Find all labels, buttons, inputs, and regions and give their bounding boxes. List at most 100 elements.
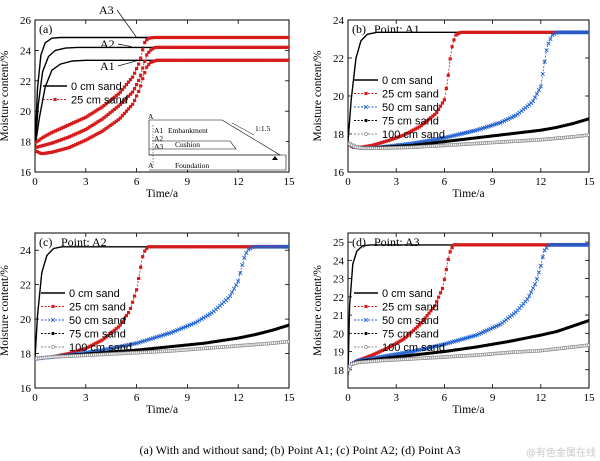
data-point bbox=[102, 128, 106, 132]
data-point bbox=[137, 276, 141, 281]
data-point bbox=[534, 276, 540, 282]
data-point bbox=[489, 243, 493, 247]
data-point bbox=[124, 96, 129, 100]
data-point bbox=[543, 243, 547, 247]
data-point bbox=[193, 58, 198, 62]
data-point bbox=[173, 245, 177, 249]
data-point bbox=[84, 127, 88, 132]
data-point bbox=[552, 30, 556, 34]
data-point bbox=[208, 58, 212, 62]
legend-label: 25 cm sand bbox=[71, 95, 128, 107]
data-point bbox=[267, 58, 271, 62]
data-point bbox=[269, 45, 273, 49]
data-point bbox=[269, 35, 273, 40]
legend-label: 50 cm sand bbox=[382, 102, 439, 114]
data-point bbox=[479, 30, 483, 34]
annotation-arrow bbox=[117, 59, 139, 67]
legend-marker bbox=[364, 345, 368, 349]
data-point bbox=[59, 126, 64, 130]
data-point bbox=[86, 137, 90, 141]
data-point bbox=[254, 35, 259, 40]
data-point bbox=[469, 243, 473, 247]
data-point bbox=[203, 314, 208, 319]
data-point bbox=[277, 45, 281, 49]
data-point bbox=[246, 58, 250, 62]
panel-letter: (c) bbox=[39, 235, 52, 249]
data-point bbox=[220, 35, 224, 40]
data-point bbox=[541, 30, 545, 34]
data-point bbox=[514, 30, 518, 34]
data-point bbox=[193, 245, 198, 249]
data-point bbox=[244, 58, 248, 62]
data-point bbox=[238, 245, 242, 249]
data-point bbox=[258, 58, 263, 62]
data-point bbox=[155, 45, 159, 49]
data-point bbox=[47, 151, 51, 155]
data-point bbox=[271, 35, 275, 40]
data-point bbox=[201, 315, 206, 320]
data-point bbox=[427, 311, 431, 315]
data-point bbox=[49, 141, 53, 145]
data-point bbox=[242, 58, 246, 62]
data-point bbox=[400, 338, 404, 342]
data-point bbox=[195, 45, 200, 49]
panel-title: Point: A3 bbox=[374, 235, 420, 249]
y-tick-label: 24 bbox=[333, 15, 345, 27]
y-tick-label: 16 bbox=[20, 383, 32, 395]
data-point bbox=[94, 109, 98, 113]
data-point bbox=[281, 35, 285, 40]
x-tick-label: 9 bbox=[185, 176, 191, 188]
data-point bbox=[437, 107, 441, 111]
data-point bbox=[232, 35, 236, 40]
data-point bbox=[218, 35, 222, 40]
legend-label: 25 cm sand bbox=[382, 89, 439, 101]
data-point bbox=[535, 30, 539, 34]
data-point bbox=[538, 84, 543, 89]
data-point bbox=[76, 119, 80, 123]
data-point bbox=[169, 245, 173, 249]
data-point bbox=[179, 45, 183, 49]
data-point bbox=[226, 45, 230, 49]
data-point bbox=[173, 35, 177, 40]
data-point bbox=[45, 151, 49, 155]
data-point bbox=[122, 98, 127, 102]
data-point bbox=[273, 35, 277, 40]
data-point bbox=[206, 35, 210, 40]
data-point bbox=[210, 45, 214, 49]
data-point bbox=[108, 99, 112, 103]
data-point bbox=[110, 109, 114, 113]
data-point bbox=[537, 243, 541, 247]
data-point bbox=[130, 300, 135, 304]
data-point bbox=[110, 97, 114, 101]
data-point bbox=[504, 30, 508, 34]
data-point bbox=[157, 45, 161, 49]
data-point bbox=[43, 143, 47, 147]
data-point bbox=[72, 350, 76, 354]
data-point bbox=[53, 129, 57, 133]
data-point bbox=[51, 150, 55, 154]
data-point bbox=[163, 245, 167, 249]
data-point bbox=[548, 36, 553, 42]
panel-title: Point: A2 bbox=[61, 235, 107, 249]
data-point bbox=[587, 343, 589, 347]
data-point bbox=[485, 30, 489, 34]
data-point bbox=[381, 348, 385, 352]
data-point bbox=[72, 133, 76, 137]
data-point bbox=[467, 243, 472, 247]
data-point bbox=[481, 243, 485, 247]
data-point bbox=[67, 135, 72, 139]
data-point bbox=[386, 346, 391, 350]
data-point bbox=[157, 35, 161, 40]
data-point bbox=[216, 245, 220, 249]
data-point bbox=[536, 88, 541, 93]
inset-label: Embankment bbox=[168, 126, 209, 135]
data-point bbox=[132, 98, 137, 103]
data-point bbox=[218, 58, 222, 62]
data-point bbox=[265, 45, 269, 49]
data-point bbox=[269, 58, 273, 62]
data-point bbox=[147, 62, 151, 66]
data-point bbox=[517, 243, 522, 247]
data-point bbox=[179, 245, 183, 249]
data-point bbox=[379, 141, 383, 145]
